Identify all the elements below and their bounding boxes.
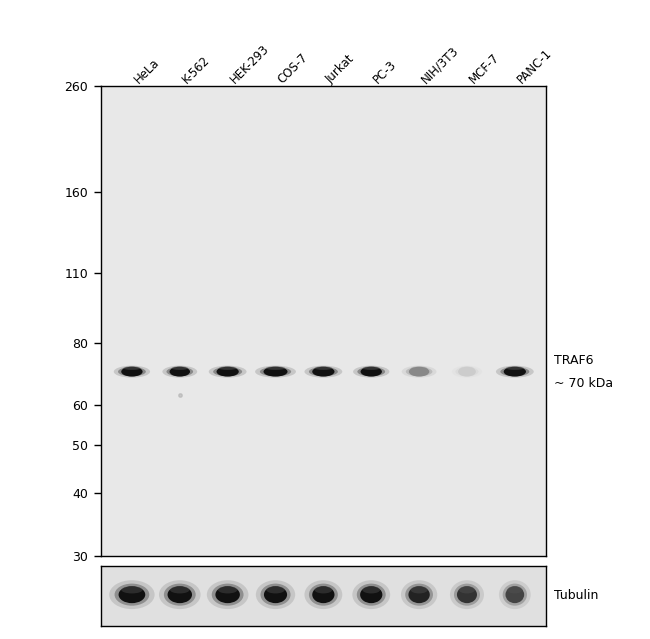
Ellipse shape	[170, 586, 190, 594]
Ellipse shape	[411, 366, 427, 370]
Ellipse shape	[164, 583, 196, 606]
Ellipse shape	[361, 367, 382, 376]
Text: PANC-1: PANC-1	[515, 47, 554, 86]
Ellipse shape	[168, 586, 192, 603]
Ellipse shape	[452, 366, 482, 378]
Ellipse shape	[315, 586, 332, 594]
Ellipse shape	[263, 367, 287, 376]
Ellipse shape	[266, 586, 285, 594]
Ellipse shape	[304, 580, 343, 609]
Text: ~ 70 kDa: ~ 70 kDa	[554, 377, 613, 390]
Ellipse shape	[454, 583, 480, 606]
Ellipse shape	[500, 367, 529, 376]
Ellipse shape	[363, 366, 380, 370]
Ellipse shape	[352, 580, 390, 609]
Ellipse shape	[504, 367, 526, 376]
Ellipse shape	[212, 583, 244, 606]
Text: MCF-7: MCF-7	[467, 51, 502, 86]
Ellipse shape	[213, 367, 242, 376]
Text: Jurkat: Jurkat	[324, 52, 357, 86]
Ellipse shape	[459, 586, 475, 594]
Ellipse shape	[219, 366, 237, 370]
Text: TRAF6: TRAF6	[554, 353, 593, 367]
Ellipse shape	[166, 367, 193, 376]
Text: HeLa: HeLa	[132, 56, 162, 86]
Ellipse shape	[209, 366, 246, 378]
Ellipse shape	[506, 366, 524, 370]
Ellipse shape	[508, 586, 523, 594]
Ellipse shape	[408, 586, 430, 603]
Ellipse shape	[218, 586, 237, 594]
Ellipse shape	[216, 367, 239, 376]
Ellipse shape	[122, 586, 142, 594]
Ellipse shape	[496, 366, 534, 378]
Ellipse shape	[362, 586, 380, 594]
Ellipse shape	[215, 586, 240, 603]
Ellipse shape	[406, 367, 432, 376]
Ellipse shape	[256, 580, 295, 609]
Ellipse shape	[255, 366, 296, 378]
Ellipse shape	[456, 367, 478, 376]
Ellipse shape	[353, 366, 389, 378]
Ellipse shape	[357, 583, 385, 606]
Ellipse shape	[118, 586, 146, 603]
Ellipse shape	[309, 583, 338, 606]
Ellipse shape	[312, 586, 335, 603]
Ellipse shape	[360, 586, 382, 603]
Text: NIH/3T3: NIH/3T3	[419, 44, 461, 86]
Ellipse shape	[118, 367, 146, 376]
Ellipse shape	[124, 366, 140, 370]
Ellipse shape	[260, 367, 291, 376]
Ellipse shape	[159, 580, 201, 609]
Ellipse shape	[402, 366, 437, 378]
Ellipse shape	[114, 583, 150, 606]
Ellipse shape	[458, 367, 476, 376]
Ellipse shape	[170, 367, 190, 376]
Ellipse shape	[409, 367, 430, 376]
Ellipse shape	[207, 580, 248, 609]
Text: COS-7: COS-7	[276, 51, 311, 86]
Text: K-562: K-562	[180, 54, 213, 86]
Ellipse shape	[499, 580, 531, 609]
Ellipse shape	[502, 583, 527, 606]
Ellipse shape	[457, 586, 477, 603]
Ellipse shape	[460, 366, 474, 370]
Ellipse shape	[109, 580, 155, 609]
Ellipse shape	[506, 586, 524, 603]
Ellipse shape	[304, 366, 343, 378]
Text: PC-3: PC-3	[371, 58, 400, 86]
Ellipse shape	[411, 586, 428, 594]
Ellipse shape	[309, 367, 338, 376]
Ellipse shape	[264, 586, 287, 603]
Ellipse shape	[122, 367, 142, 376]
Ellipse shape	[450, 580, 484, 609]
Ellipse shape	[312, 367, 335, 376]
Ellipse shape	[405, 583, 433, 606]
Text: Tubulin: Tubulin	[554, 589, 598, 603]
Ellipse shape	[358, 367, 385, 376]
Ellipse shape	[114, 366, 150, 378]
Ellipse shape	[401, 580, 437, 609]
Ellipse shape	[162, 366, 197, 378]
Ellipse shape	[172, 366, 188, 370]
Ellipse shape	[266, 366, 285, 370]
Text: HEK-293: HEK-293	[227, 42, 272, 86]
Ellipse shape	[315, 366, 332, 370]
Ellipse shape	[261, 583, 291, 606]
